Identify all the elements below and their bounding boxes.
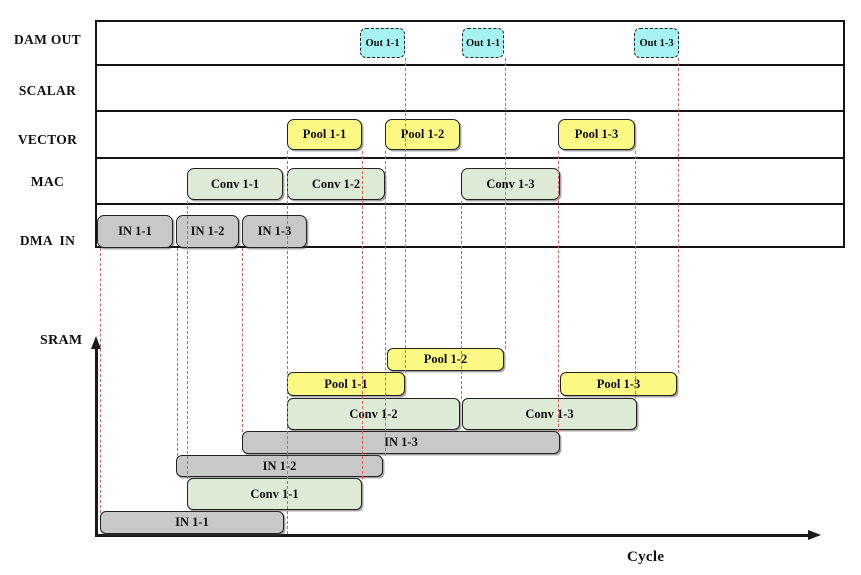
pipeline-frame	[95, 20, 845, 248]
pipeline-box-pool-1-2: Pool 1-2	[385, 119, 460, 150]
pipeline-row-divider	[95, 110, 845, 113]
sram-y-axis	[95, 347, 98, 536]
pipeline-box-in-1-2: IN 1-2	[176, 215, 239, 248]
guide-line	[177, 248, 178, 456]
sram-bar-pool-1-1: Pool 1-1	[287, 372, 405, 396]
guide-line	[362, 151, 363, 479]
sram-x-axis	[95, 534, 809, 537]
row-label-scalar: SCALAR	[18, 83, 77, 98]
sram-bar-in-1-3: IN 1-3	[242, 431, 560, 454]
sram-bar-conv-1-3: Conv 1-3	[462, 398, 637, 430]
guide-line	[405, 58, 406, 373]
guide-line	[558, 151, 559, 432]
guide-line	[385, 151, 386, 456]
row-label-dma-in: DMA IN	[19, 233, 76, 248]
row-label-vector: VECTOR	[17, 132, 78, 147]
pipeline-box-conv-1-1: Conv 1-1	[187, 168, 283, 200]
guide-line	[461, 201, 462, 399]
sram-y-axis-arrowhead	[90, 336, 101, 349]
pipeline-box-in-1-3: IN 1-3	[242, 215, 307, 248]
pipeline-box-out-1-3: Out 1-3	[634, 28, 679, 58]
cycle-axis-label: Cycle	[627, 549, 665, 565]
pipeline-row-divider	[95, 64, 845, 67]
pipeline-box-out-1-1: Out 1-1	[462, 28, 504, 58]
sram-bar-conv-1-2: Conv 1-2	[287, 398, 460, 430]
pipeline-box-pool-1-3: Pool 1-3	[558, 119, 635, 150]
pipeline-row-divider	[95, 203, 845, 206]
sram-x-axis-arrowhead	[808, 529, 821, 540]
pipeline-box-conv-1-3: Conv 1-3	[461, 168, 560, 200]
pipeline-box-in-1-1: IN 1-1	[97, 215, 173, 248]
guide-line	[242, 248, 243, 432]
guide-line	[678, 58, 679, 373]
sram-bar-in-1-2: IN 1-2	[176, 455, 383, 477]
row-label-dam-out: DAM OUT	[14, 32, 81, 47]
pipeline-box-out-1-1: Out 1-1	[360, 28, 405, 58]
pipeline-box-pool-1-1: Pool 1-1	[287, 119, 362, 150]
guide-line	[100, 248, 101, 513]
guide-line	[635, 151, 636, 399]
sram-bar-in-1-1: IN 1-1	[100, 511, 284, 534]
row-label-mac: MAC	[30, 174, 65, 189]
pipeline-row-divider	[95, 157, 845, 160]
sram-bar-conv-1-1: Conv 1-1	[187, 478, 362, 510]
guide-line	[287, 151, 288, 534]
guide-line	[187, 201, 188, 479]
sram-axis-label: SRAM	[40, 333, 83, 348]
sram-bar-pool-1-2: Pool 1-2	[387, 348, 504, 371]
guide-line	[505, 58, 506, 349]
pipeline-box-conv-1-2: Conv 1-2	[287, 168, 385, 200]
sram-bar-pool-1-3: Pool 1-3	[560, 372, 677, 396]
